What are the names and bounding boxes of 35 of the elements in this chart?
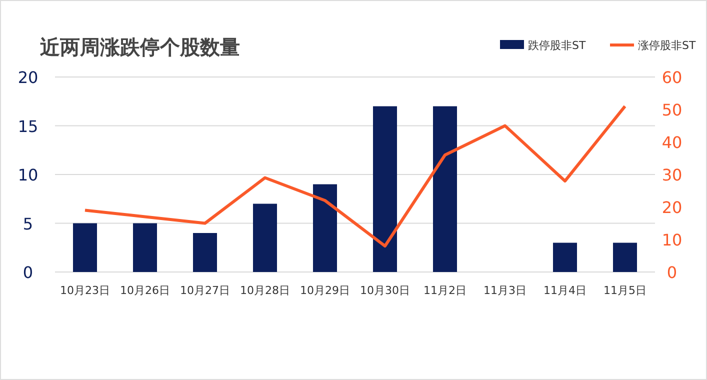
- legend-label: 涨停股非ST: [638, 39, 696, 52]
- y-tick-label: 10: [18, 166, 38, 184]
- bar: [253, 204, 277, 272]
- x-tick-label: 11月3日: [484, 284, 526, 297]
- bar: [133, 223, 157, 272]
- x-tick-label: 10月26日: [120, 284, 170, 297]
- y-tick-label: 0: [22, 263, 34, 282]
- bar: [313, 184, 337, 272]
- x-tick-label: 10月29日: [300, 284, 350, 297]
- bar: [373, 106, 397, 272]
- y2-tick-label: 0: [666, 263, 678, 282]
- x-tick-label: 11月4日: [544, 284, 586, 297]
- x-tick-label: 10月27日: [180, 284, 230, 297]
- bar: [193, 233, 217, 272]
- x-tick-label: 10月23日: [60, 284, 110, 297]
- bar: [613, 242, 637, 272]
- y2-tick-label: 20: [662, 198, 682, 217]
- x-tick-label: 10月30日: [360, 284, 410, 297]
- y2-tick-label: 30: [662, 166, 682, 184]
- line-series: [84, 104, 626, 248]
- y-tick-label: 5: [22, 214, 34, 234]
- y-tick-label: 20: [18, 68, 38, 87]
- bar: [73, 223, 97, 272]
- y2-tick-label: 60: [662, 68, 682, 87]
- chart-title: 近两周涨跌停个股数量: [39, 35, 240, 59]
- x-tick-label: 10月28日: [240, 284, 290, 297]
- y-tick-label: 15: [18, 116, 38, 136]
- bar: [433, 106, 457, 272]
- bar: [553, 242, 577, 272]
- legend-label: 跌停股非ST: [528, 39, 586, 52]
- x-tick-label: 11月2日: [424, 284, 466, 297]
- x-tick-label: 11月5日: [604, 284, 646, 297]
- y2-tick-label: 10: [662, 230, 682, 250]
- y2-tick-label: 40: [662, 133, 682, 152]
- y2-tick-label: 50: [662, 100, 682, 120]
